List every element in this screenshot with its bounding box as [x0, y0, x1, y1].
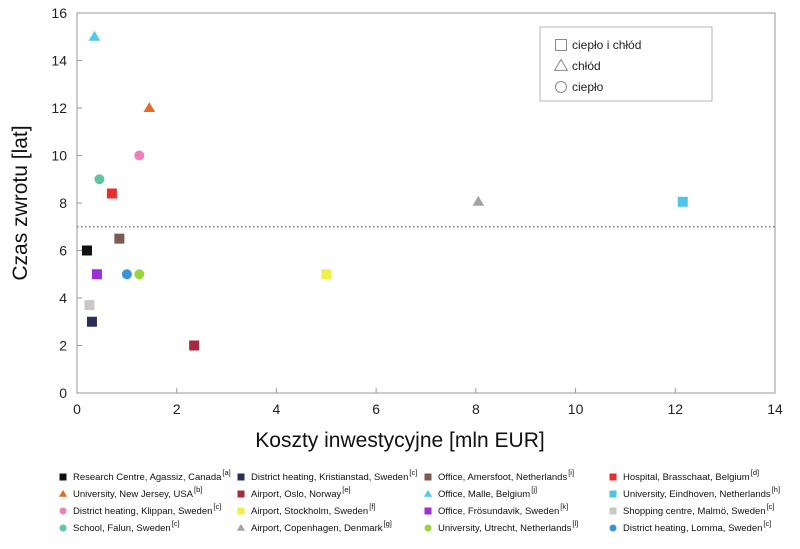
- source-legend-marker: [237, 507, 245, 515]
- shape-legend-marker-circle: [555, 81, 567, 93]
- x-tick-label: 0: [73, 401, 81, 417]
- source-legend-ref: [b]: [194, 485, 202, 494]
- source-legend-marker: [424, 473, 432, 481]
- shape-legend-label: chłód: [572, 59, 601, 73]
- data-point: [114, 233, 125, 244]
- source-legend-marker: [424, 507, 432, 515]
- source-legend-ref: [h]: [772, 485, 780, 494]
- source-legend-label: Office, Frösundavik, Sweden: [438, 506, 559, 517]
- axis-ticks: 0 2 4 6 8 10 12 14 0 2 4 6 8 10 12 14 16: [51, 5, 783, 417]
- source-legend-label: Shopping centre, Malmö, Sweden: [623, 506, 766, 517]
- source-legend-ref: [c]: [763, 519, 771, 528]
- source-legend-marker: [59, 507, 67, 515]
- data-point: [189, 340, 200, 351]
- shape-legend-marker-square: [555, 39, 567, 51]
- source-legend-label: District heating, Lomma, Sweden: [623, 523, 762, 534]
- data-point: [88, 30, 101, 41]
- source-legend-ref: [c]: [213, 502, 221, 511]
- source-legend-marker: [59, 473, 67, 481]
- shape-legend-frame: [539, 26, 713, 102]
- source-legend-marker: [58, 489, 68, 497]
- y-tick-label: 10: [51, 148, 67, 164]
- shape-legend-label: ciepło: [572, 80, 604, 94]
- y-axis-title: Czas zwrotu [lat]: [9, 125, 32, 280]
- data-point: [86, 316, 97, 327]
- x-axis-title: Koszty inwestycyjne [mln EUR]: [255, 429, 544, 452]
- source-legend-label: District heating, Klippan, Sweden: [73, 506, 212, 517]
- source-legend-label: District heating, Kristianstad, Sweden: [251, 472, 408, 483]
- source-legend-ref: [g]: [384, 519, 392, 528]
- x-tick-label: 6: [372, 401, 380, 417]
- source-legend-ref: [i]: [568, 468, 574, 477]
- data-point: [143, 102, 156, 112]
- source-legend-ref: [f]: [369, 502, 375, 511]
- shape-legend-marker-triangle: [553, 58, 569, 71]
- data-point: [121, 269, 132, 280]
- source-legend-ref: [a]: [222, 468, 230, 477]
- source-legend-marker: [236, 523, 246, 531]
- shape-legend: ciepło i chłód chłód ciepło: [539, 26, 713, 102]
- source-legend-label: Hospital, Brasschaat, Belgium: [623, 472, 750, 483]
- source-legend-ref: [d]: [751, 468, 759, 477]
- source-legend-marker: [59, 524, 67, 532]
- source-legend-marker: [609, 507, 617, 515]
- y-tick-label: 14: [51, 53, 67, 69]
- source-legend-label: Research Centre, Agassiz, Canada: [73, 472, 222, 483]
- source-legend-label: University, Utrecht, Netherlands: [438, 523, 572, 534]
- y-tick-label: 6: [59, 243, 67, 259]
- source-legend-marker: [237, 490, 245, 498]
- source-legend-label: Office, Malle, Belgium: [438, 489, 530, 500]
- source-legend-marker: [237, 473, 245, 481]
- y-tick-label: 2: [59, 338, 67, 354]
- source-legend-label: University, Eindhoven, Netherlands: [623, 489, 771, 500]
- y-tick-label: 12: [51, 100, 67, 116]
- y-tick-label: 0: [59, 385, 67, 401]
- data-point: [677, 196, 688, 207]
- data-point: [134, 269, 145, 280]
- data-point: [91, 269, 102, 280]
- x-tick-label: 10: [568, 401, 584, 417]
- source-legend-marker: [609, 490, 617, 498]
- shape-legend-label: ciepło i chłód: [572, 38, 641, 52]
- data-point: [84, 300, 95, 311]
- x-tick-label: 4: [273, 401, 281, 417]
- data-point: [134, 150, 145, 161]
- source-legend-ref: [c]: [409, 468, 417, 477]
- data-point: [94, 174, 105, 185]
- source-legend-ref: [l]: [572, 519, 578, 528]
- source-legend-ref: [c]: [172, 519, 180, 528]
- x-tick-label: 14: [767, 401, 783, 417]
- source-legend-marker: [609, 524, 617, 532]
- data-point: [81, 245, 92, 256]
- source-legend-label: School, Falun, Sweden: [73, 523, 171, 534]
- x-tick-label: 2: [173, 401, 181, 417]
- source-legend-marker: [423, 489, 433, 497]
- source-legend: Research Centre, Agassiz, Canada [a] Unive…: [58, 468, 780, 534]
- source-legend-label: Office, Amersfoot, Netherlands: [438, 472, 567, 483]
- y-tick-label: 16: [51, 5, 67, 21]
- source-legend-ref: [j]: [531, 485, 537, 494]
- source-legend-label: University, New Jersey, USA: [73, 489, 194, 500]
- source-legend-label: Airport, Stockholm, Sweden: [251, 506, 368, 517]
- data-point: [472, 195, 485, 206]
- data-points: [81, 30, 688, 351]
- x-tick-label: 8: [472, 401, 480, 417]
- source-legend-ref: [c]: [767, 502, 775, 511]
- source-legend-ref: [e]: [342, 485, 350, 494]
- source-legend-marker: [609, 473, 617, 481]
- data-point: [321, 269, 332, 280]
- source-legend-ref: [k]: [560, 502, 568, 511]
- y-tick-label: 4: [59, 290, 67, 306]
- source-legend-label: Airport, Oslo, Norway: [251, 489, 342, 500]
- y-tick-label: 8: [59, 195, 67, 211]
- data-point: [106, 188, 117, 199]
- x-tick-label: 12: [667, 401, 683, 417]
- source-legend-label: Airport, Copenhagen, Denmark: [251, 523, 383, 534]
- source-legend-marker: [424, 524, 432, 532]
